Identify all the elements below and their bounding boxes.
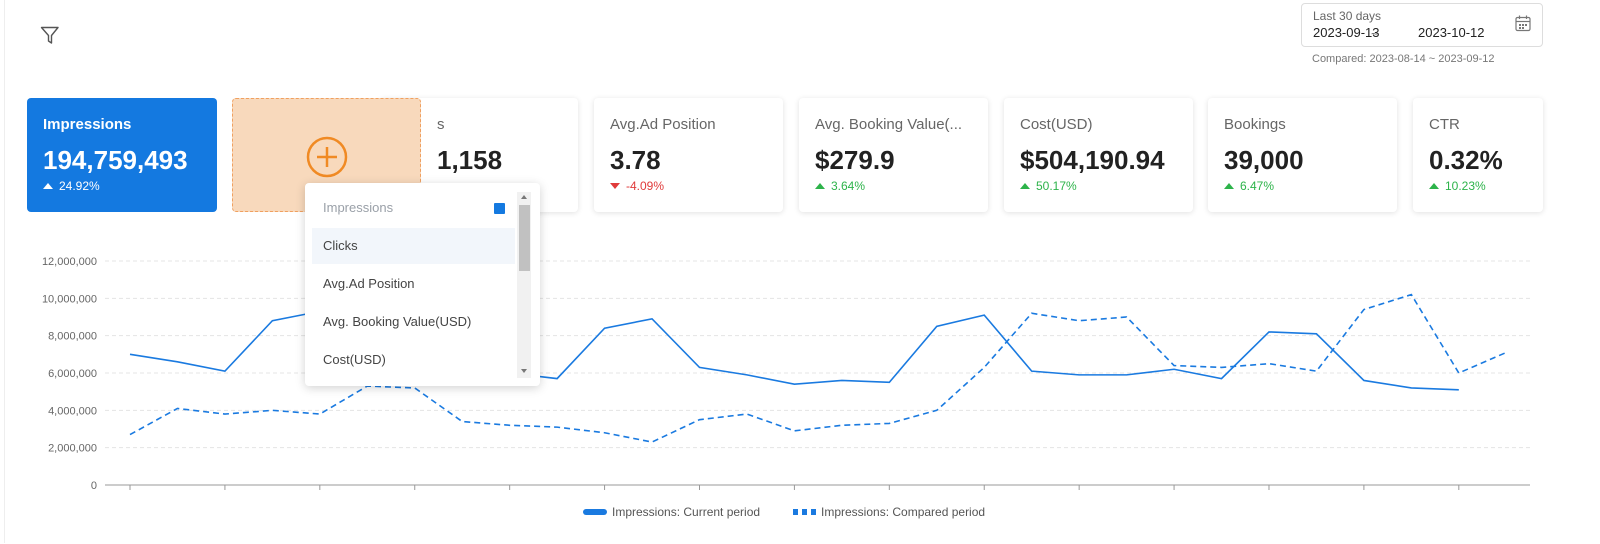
card-value: 39,000 [1224,145,1304,175]
card-title: Cost(USD) [1020,116,1093,133]
frame [4,0,1599,543]
y-tick-label: 10,000,000 [42,293,97,305]
card-title: Bookings [1224,116,1286,133]
card-change: -4.09% [610,179,664,193]
selected-marker [494,203,505,214]
change-text: 6.47% [1240,179,1275,193]
y-tick-label: 2,000,000 [48,443,97,455]
trend-icon [43,183,53,189]
scrollbar-thumb[interactable] [519,205,530,271]
card-change: 10.23% [1429,179,1486,193]
legend-swatch [793,509,798,515]
dropdown-item[interactable]: Impressions [323,200,394,215]
metric-card[interactable]: Avg.Ad Position 3.78 -4.09% [594,98,783,212]
metric-card[interactable]: Avg. Booking Value(... $279.9 3.64% [799,98,988,212]
legend-label: Impressions: Compared period [821,505,985,519]
change-text: -4.09% [626,179,665,193]
date-separator: ~ [1371,27,1379,41]
scroll-down[interactable] [519,367,529,375]
card-change: 24.92% [43,179,100,193]
y-tick-label: 4,000,000 [48,405,97,417]
card-value: $504,190.94 [1020,145,1165,175]
card-title: s [437,116,445,133]
change-text: 10.23% [1445,179,1486,193]
dropdown-item[interactable]: Avg. Booking Value(USD) [323,314,472,329]
card-value: 1,158 [437,145,503,175]
card-value: $279.9 [815,145,895,175]
date-picker[interactable]: Last 30 days 2023-09-13 ~ 2023-10-12 [1301,3,1543,47]
card-value: 3.78 [610,145,661,175]
metric-card[interactable]: Cost(USD) $504,190.94 50.17% [1004,98,1193,212]
trend-icon [610,183,620,189]
y-tick-label: 8,000,000 [48,331,97,343]
scroll-up[interactable] [519,193,529,201]
card-title: Avg. Booking Value(... [815,116,963,133]
card-change: 6.47% [1224,179,1274,193]
metric-card[interactable]: Impressions 194,759,493 24.92% [27,98,217,212]
y-tick-label: 6,000,000 [48,368,97,380]
dropdown-item[interactable]: Cost(USD) [323,352,386,367]
card-change: 50.17% [1020,179,1077,193]
trend-icon [1020,183,1030,189]
date-end: 2023-10-12 [1418,25,1485,40]
y-tick-label: 0 [91,480,97,492]
legend-label: Impressions: Current period [612,505,760,519]
dropdown-item[interactable]: Clicks [312,228,515,264]
trend-icon [815,183,825,189]
card-title: Avg.Ad Position [610,116,716,133]
legend-swatch [583,509,607,515]
metric-dropdown: Impressions Clicks Avg.Ad Position Avg. Boo… [305,183,540,386]
card-title: CTR [1429,116,1460,133]
card-title: Impressions [43,116,132,133]
series-line [129,293,1507,443]
legend-swatch [811,509,816,515]
legend-swatch [802,509,807,515]
card-value: 0.32% [1429,145,1503,175]
filter-icon[interactable] [40,26,60,46]
dropdown-item[interactable]: Avg.Ad Position [323,276,415,291]
compared-range: Compared: 2023-08-14 ~ 2023-09-12 [1312,53,1495,65]
metric-card[interactable]: Bookings 39,000 6.47% [1208,98,1397,212]
date-start: 2023-09-13 [1313,25,1380,40]
add-icon [306,136,348,178]
y-tick-label: 12,000,000 [42,256,97,268]
calendar-icon [1515,15,1531,32]
change-text: 50.17% [1036,179,1077,193]
trend-icon [1224,183,1234,189]
metric-card[interactable]: CTR 0.32% 10.23% [1413,98,1543,212]
change-text: 3.64% [831,179,866,193]
card-change: 3.64% [815,179,865,193]
change-text: 24.92% [59,179,100,193]
date-preset: Last 30 days [1313,9,1382,23]
card-value: 194,759,493 [43,145,188,175]
trend-icon [1429,183,1439,189]
